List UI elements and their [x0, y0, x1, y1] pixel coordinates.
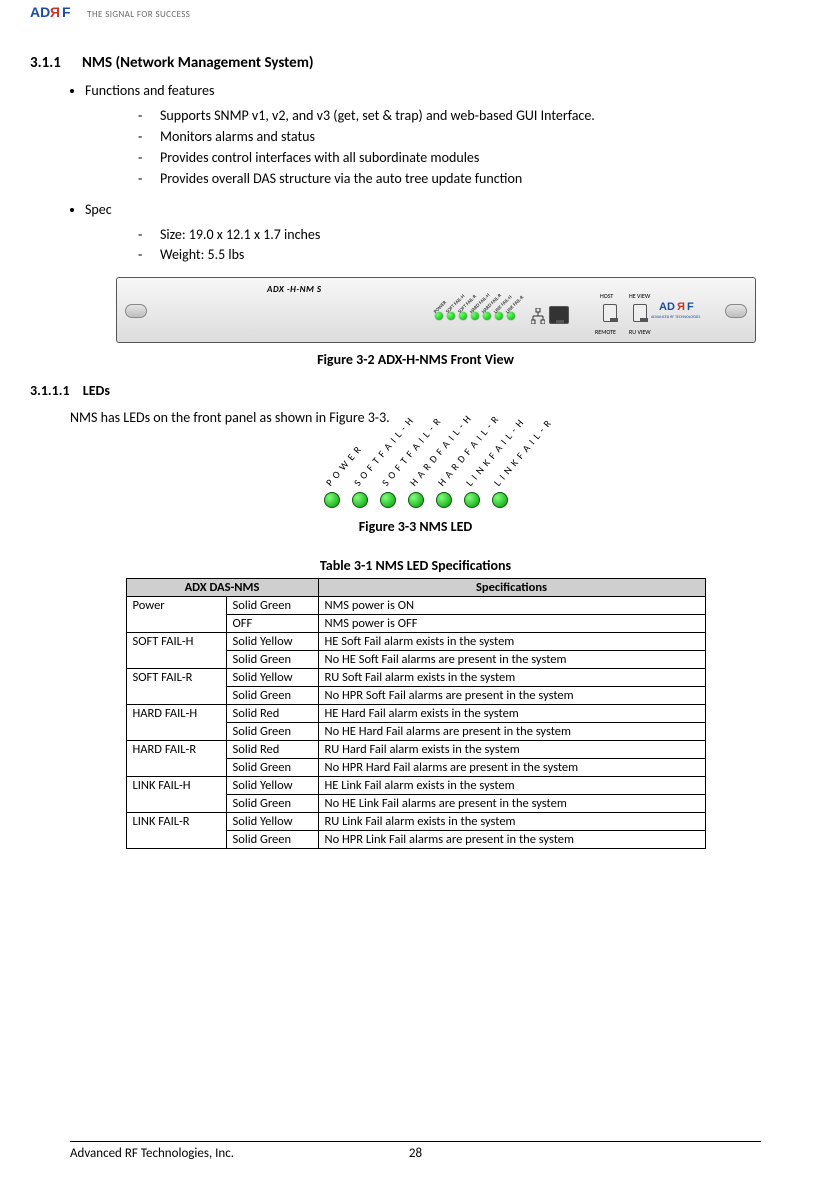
subsection-number: 3.1.1.1: [30, 382, 70, 399]
led-spec-table: ADX DAS-NMS Specifications PowerSolid Gr…: [126, 578, 706, 849]
table-row: SOFT FAIL-RSolid YellowRU Soft Fail alar…: [126, 669, 705, 687]
page-footer: Advanced RF Technologies, Inc. 28: [70, 1141, 761, 1161]
list-item: Monitors alarms and status: [160, 128, 801, 147]
port-label-ruview: RU VIEW: [629, 328, 651, 336]
thumbscrew-icon: [125, 304, 147, 318]
table-cell-spec: NMS power is OFF: [318, 615, 705, 633]
bullet-spec: Spec: [85, 201, 801, 218]
table-cell-state: Solid Green: [226, 759, 318, 777]
table-caption: Table 3-1 NMS LED Specifications: [30, 557, 801, 574]
led-indicator-icon: [324, 492, 340, 508]
subsection-heading: 3.1.1.1 LEDs: [30, 382, 801, 399]
footer-company: Advanced RF Technologies, Inc.: [70, 1146, 234, 1161]
panel-model-label: ADX -H-NM S: [267, 284, 322, 295]
table-cell-spec: No HE Soft Fail alarms are present in th…: [318, 651, 705, 669]
table-cell-label: HARD FAIL-H: [126, 705, 226, 741]
bullet-functions: Functions and features: [85, 82, 801, 99]
front-panel-figure: ADX -H-NM S POWERSOFT FAIL-HSOFT FAIL-RH…: [116, 277, 756, 343]
table-header-spec: Specifications: [318, 579, 705, 597]
table-cell-label: LINK FAIL-R: [126, 813, 226, 849]
network-icon: [531, 308, 545, 324]
svg-text:F: F: [62, 4, 71, 20]
table-cell-state: Solid Red: [226, 741, 318, 759]
ethernet-port-icon: [549, 306, 569, 324]
led-figure: P O W E RS O F T F A I L - HS O F T F A …: [30, 438, 801, 512]
table-row: SOFT FAIL-HSolid YellowHE Soft Fail alar…: [126, 633, 705, 651]
footer-page-number: 28: [409, 1146, 422, 1161]
led-indicator-icon: [436, 492, 452, 508]
ethernet-port-icon: [603, 304, 617, 322]
led-indicator-icon: [464, 492, 480, 508]
table-cell-state: Solid Yellow: [226, 633, 318, 651]
table-cell-state: Solid Green: [226, 651, 318, 669]
figure-caption: Figure 3-3 NMS LED: [30, 518, 801, 535]
list-item: Provides control interfaces with all sub…: [160, 149, 801, 168]
table-cell-state: Solid Green: [226, 687, 318, 705]
table-cell-spec: HE Soft Fail alarm exists in the system: [318, 633, 705, 651]
table-cell-state: Solid Green: [226, 831, 318, 849]
section-title: NMS (Network Management System): [82, 54, 314, 72]
adrf-logo: AD R F: [30, 4, 78, 24]
table-cell-spec: No HPR Soft Fail alarms are present in t…: [318, 687, 705, 705]
table-cell-spec: HE Hard Fail alarm exists in the system: [318, 705, 705, 723]
table-cell-state: Solid Green: [226, 597, 318, 615]
table-cell-state: Solid Green: [226, 723, 318, 741]
table-cell-label: SOFT FAIL-R: [126, 669, 226, 705]
table-cell-spec: No HPR Link Fail alarms are present in t…: [318, 831, 705, 849]
svg-text:F: F: [687, 301, 694, 313]
ethernet-port-icon: [633, 304, 647, 322]
table-cell-spec: RU Hard Fail alarm exists in the system: [318, 741, 705, 759]
port-label-remote: REMOTE: [595, 328, 616, 336]
table-cell-state: Solid Yellow: [226, 777, 318, 795]
table-cell-label: Power: [126, 597, 226, 633]
svg-text:AD: AD: [659, 301, 675, 313]
table-cell-label: SOFT FAIL-H: [126, 633, 226, 669]
table-cell-spec: No HPR Hard Fail alarms are present in t…: [318, 759, 705, 777]
svg-text:ADVANCED RF TECHNOLOGIES: ADVANCED RF TECHNOLOGIES: [651, 315, 700, 320]
table-cell-state: OFF: [226, 615, 318, 633]
list-item: Size: 19.0 x 12.1 x 1.7 inches: [160, 226, 801, 245]
list-item: Provides overall DAS structure via the a…: [160, 170, 801, 189]
table-cell-label: HARD FAIL-R: [126, 741, 226, 777]
table-cell-spec: RU Soft Fail alarm exists in the system: [318, 669, 705, 687]
figure-caption: Figure 3-2 ADX-H-NMS Front View: [30, 351, 801, 368]
table-row: LINK FAIL-HSolid YellowHE Link Fail alar…: [126, 777, 705, 795]
port-label-host: HOST: [600, 292, 613, 300]
section-heading: 3.1.1 NMS (Network Management System): [30, 54, 801, 72]
svg-text:R: R: [677, 301, 685, 313]
header-tagline: THE SIGNAL FOR SUCCESS: [87, 9, 190, 20]
thumbscrew-icon: [725, 304, 747, 318]
table-row: PowerSolid GreenNMS power is ON: [126, 597, 705, 615]
table-cell-state: Solid Yellow: [226, 813, 318, 831]
table-cell-spec: HE Link Fail alarm exists in the system: [318, 777, 705, 795]
subsection-title: LEDs: [83, 382, 110, 399]
adrf-logo-small: AD R F ADVANCED RF TECHNOLOGIES: [649, 298, 715, 325]
table-cell-spec: RU Link Fail alarm exists in the system: [318, 813, 705, 831]
table-header-nms: ADX DAS-NMS: [126, 579, 318, 597]
svg-text:AD: AD: [30, 4, 50, 20]
table-cell-spec: No HE Hard Fail alarms are present in th…: [318, 723, 705, 741]
table-cell-state: Solid Yellow: [226, 669, 318, 687]
list-item: Weight: 5.5 lbs: [160, 246, 801, 265]
list-item: Supports SNMP v1, v2, and v3 (get, set &…: [160, 107, 801, 126]
page-header: AD R F THE SIGNAL FOR SUCCESS: [30, 4, 801, 24]
table-cell-spec: NMS power is ON: [318, 597, 705, 615]
led-indicator-icon: [492, 492, 508, 508]
table-cell-state: Solid Green: [226, 795, 318, 813]
table-cell-state: Solid Red: [226, 705, 318, 723]
svg-text:R: R: [50, 4, 60, 20]
table-row: LINK FAIL-RSolid YellowRU Link Fail alar…: [126, 813, 705, 831]
table-cell-label: LINK FAIL-H: [126, 777, 226, 813]
table-row: HARD FAIL-RSolid RedRU Hard Fail alarm e…: [126, 741, 705, 759]
led-indicator-icon: [352, 492, 368, 508]
port-label-heview: HE VIEW: [629, 292, 650, 300]
table-cell-spec: No HE Link Fail alarms are present in th…: [318, 795, 705, 813]
table-row: HARD FAIL-HSolid RedHE Hard Fail alarm e…: [126, 705, 705, 723]
led-indicator-icon: [408, 492, 424, 508]
section-number: 3.1.1: [30, 54, 61, 72]
led-indicator-icon: [380, 492, 396, 508]
